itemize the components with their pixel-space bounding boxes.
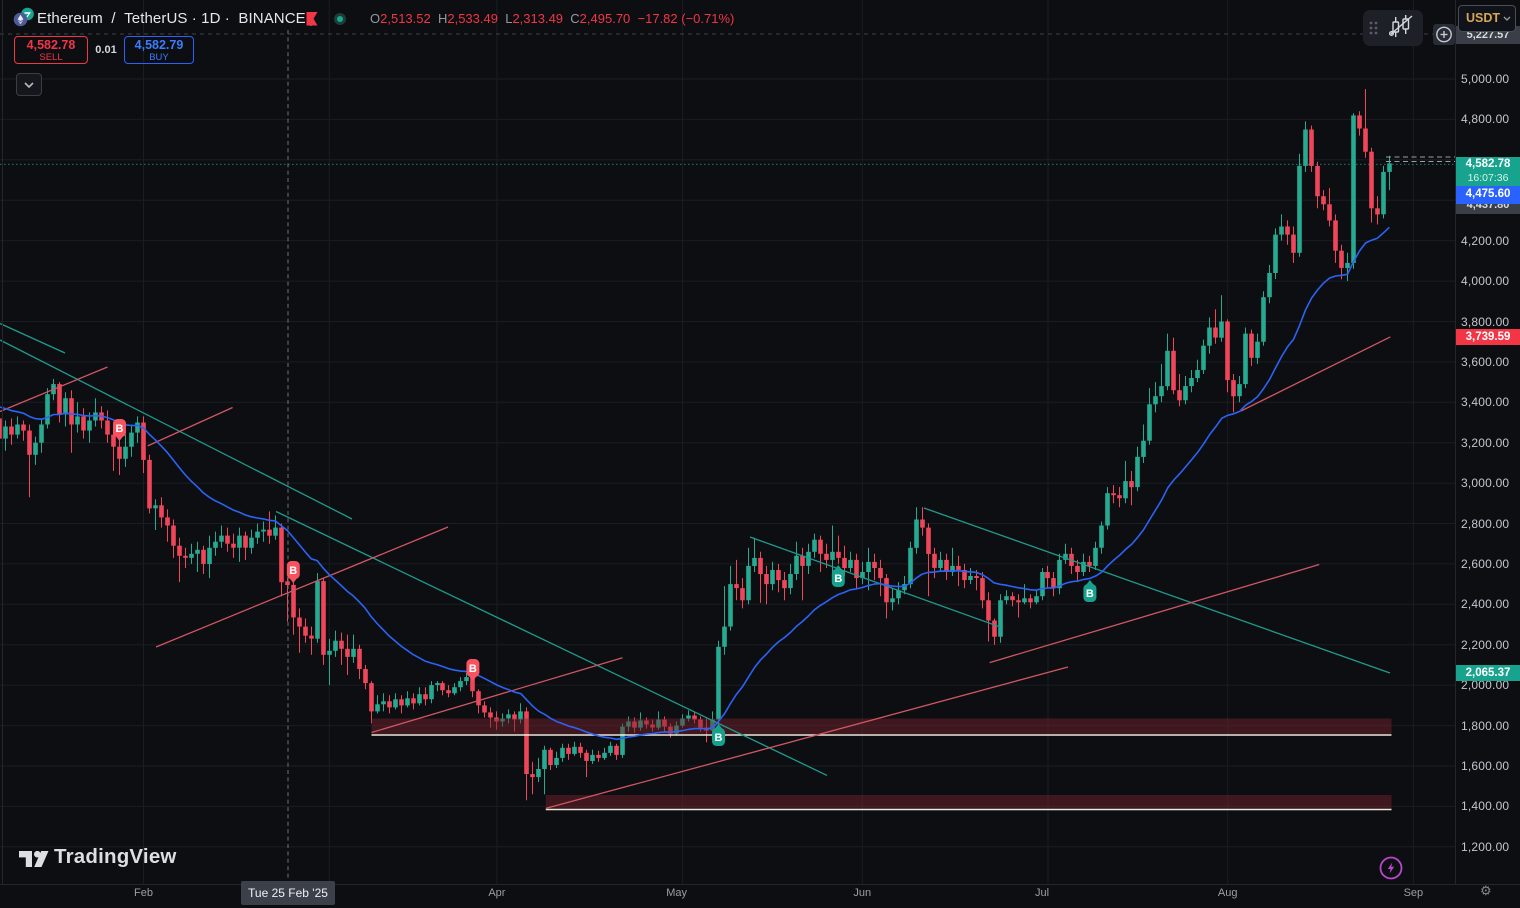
svg-text:B: B: [834, 573, 842, 585]
svg-text:B: B: [116, 423, 124, 435]
svg-text:B: B: [289, 565, 297, 577]
svg-text:B: B: [1086, 588, 1094, 600]
svg-text:B: B: [469, 663, 477, 675]
svg-text:B: B: [715, 732, 723, 744]
